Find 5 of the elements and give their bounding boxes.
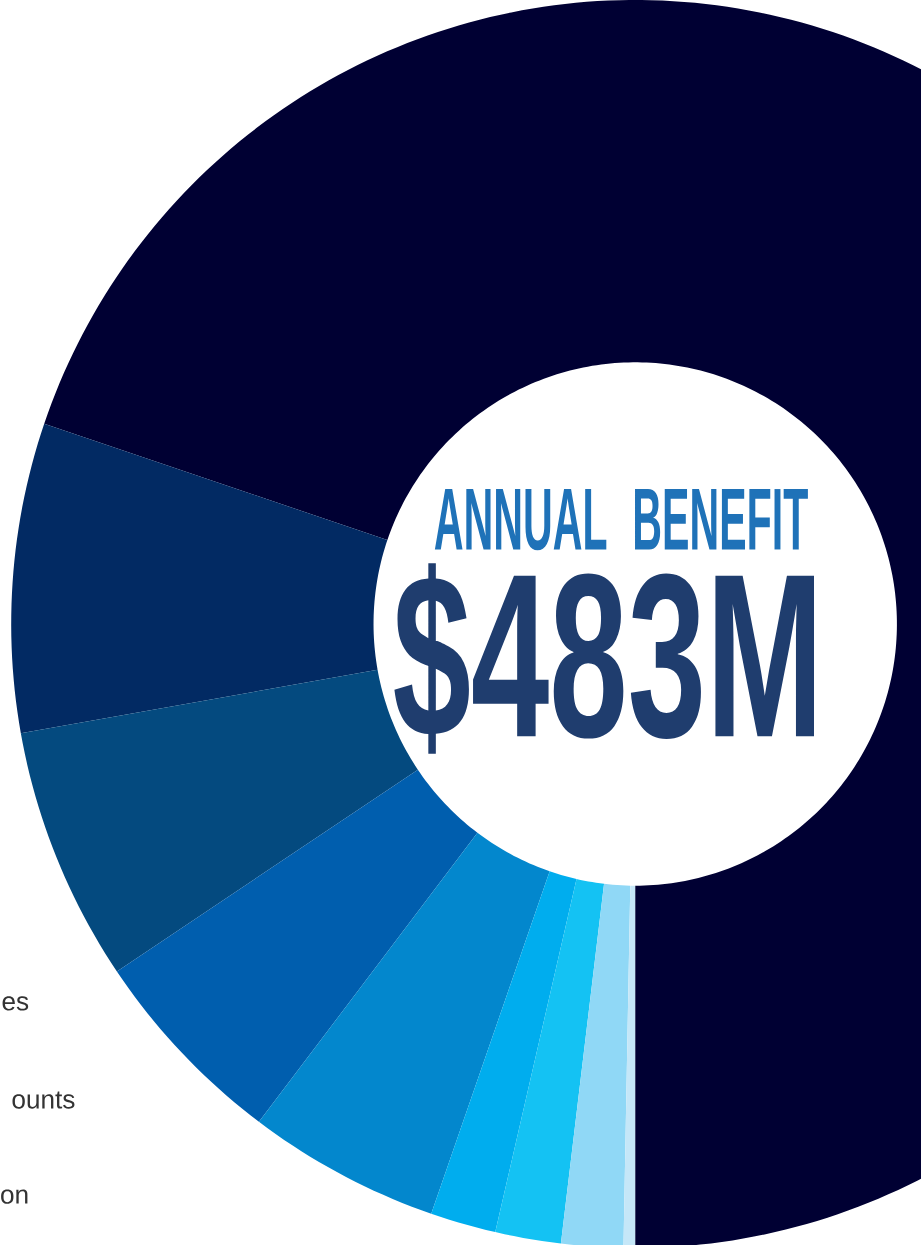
text: es [2,996,29,1011]
text: ANNUAL BENEFIT [434,489,808,551]
text: $483M [394,563,814,754]
text: ounts [12,1091,75,1109]
text: on [1,1189,28,1204]
